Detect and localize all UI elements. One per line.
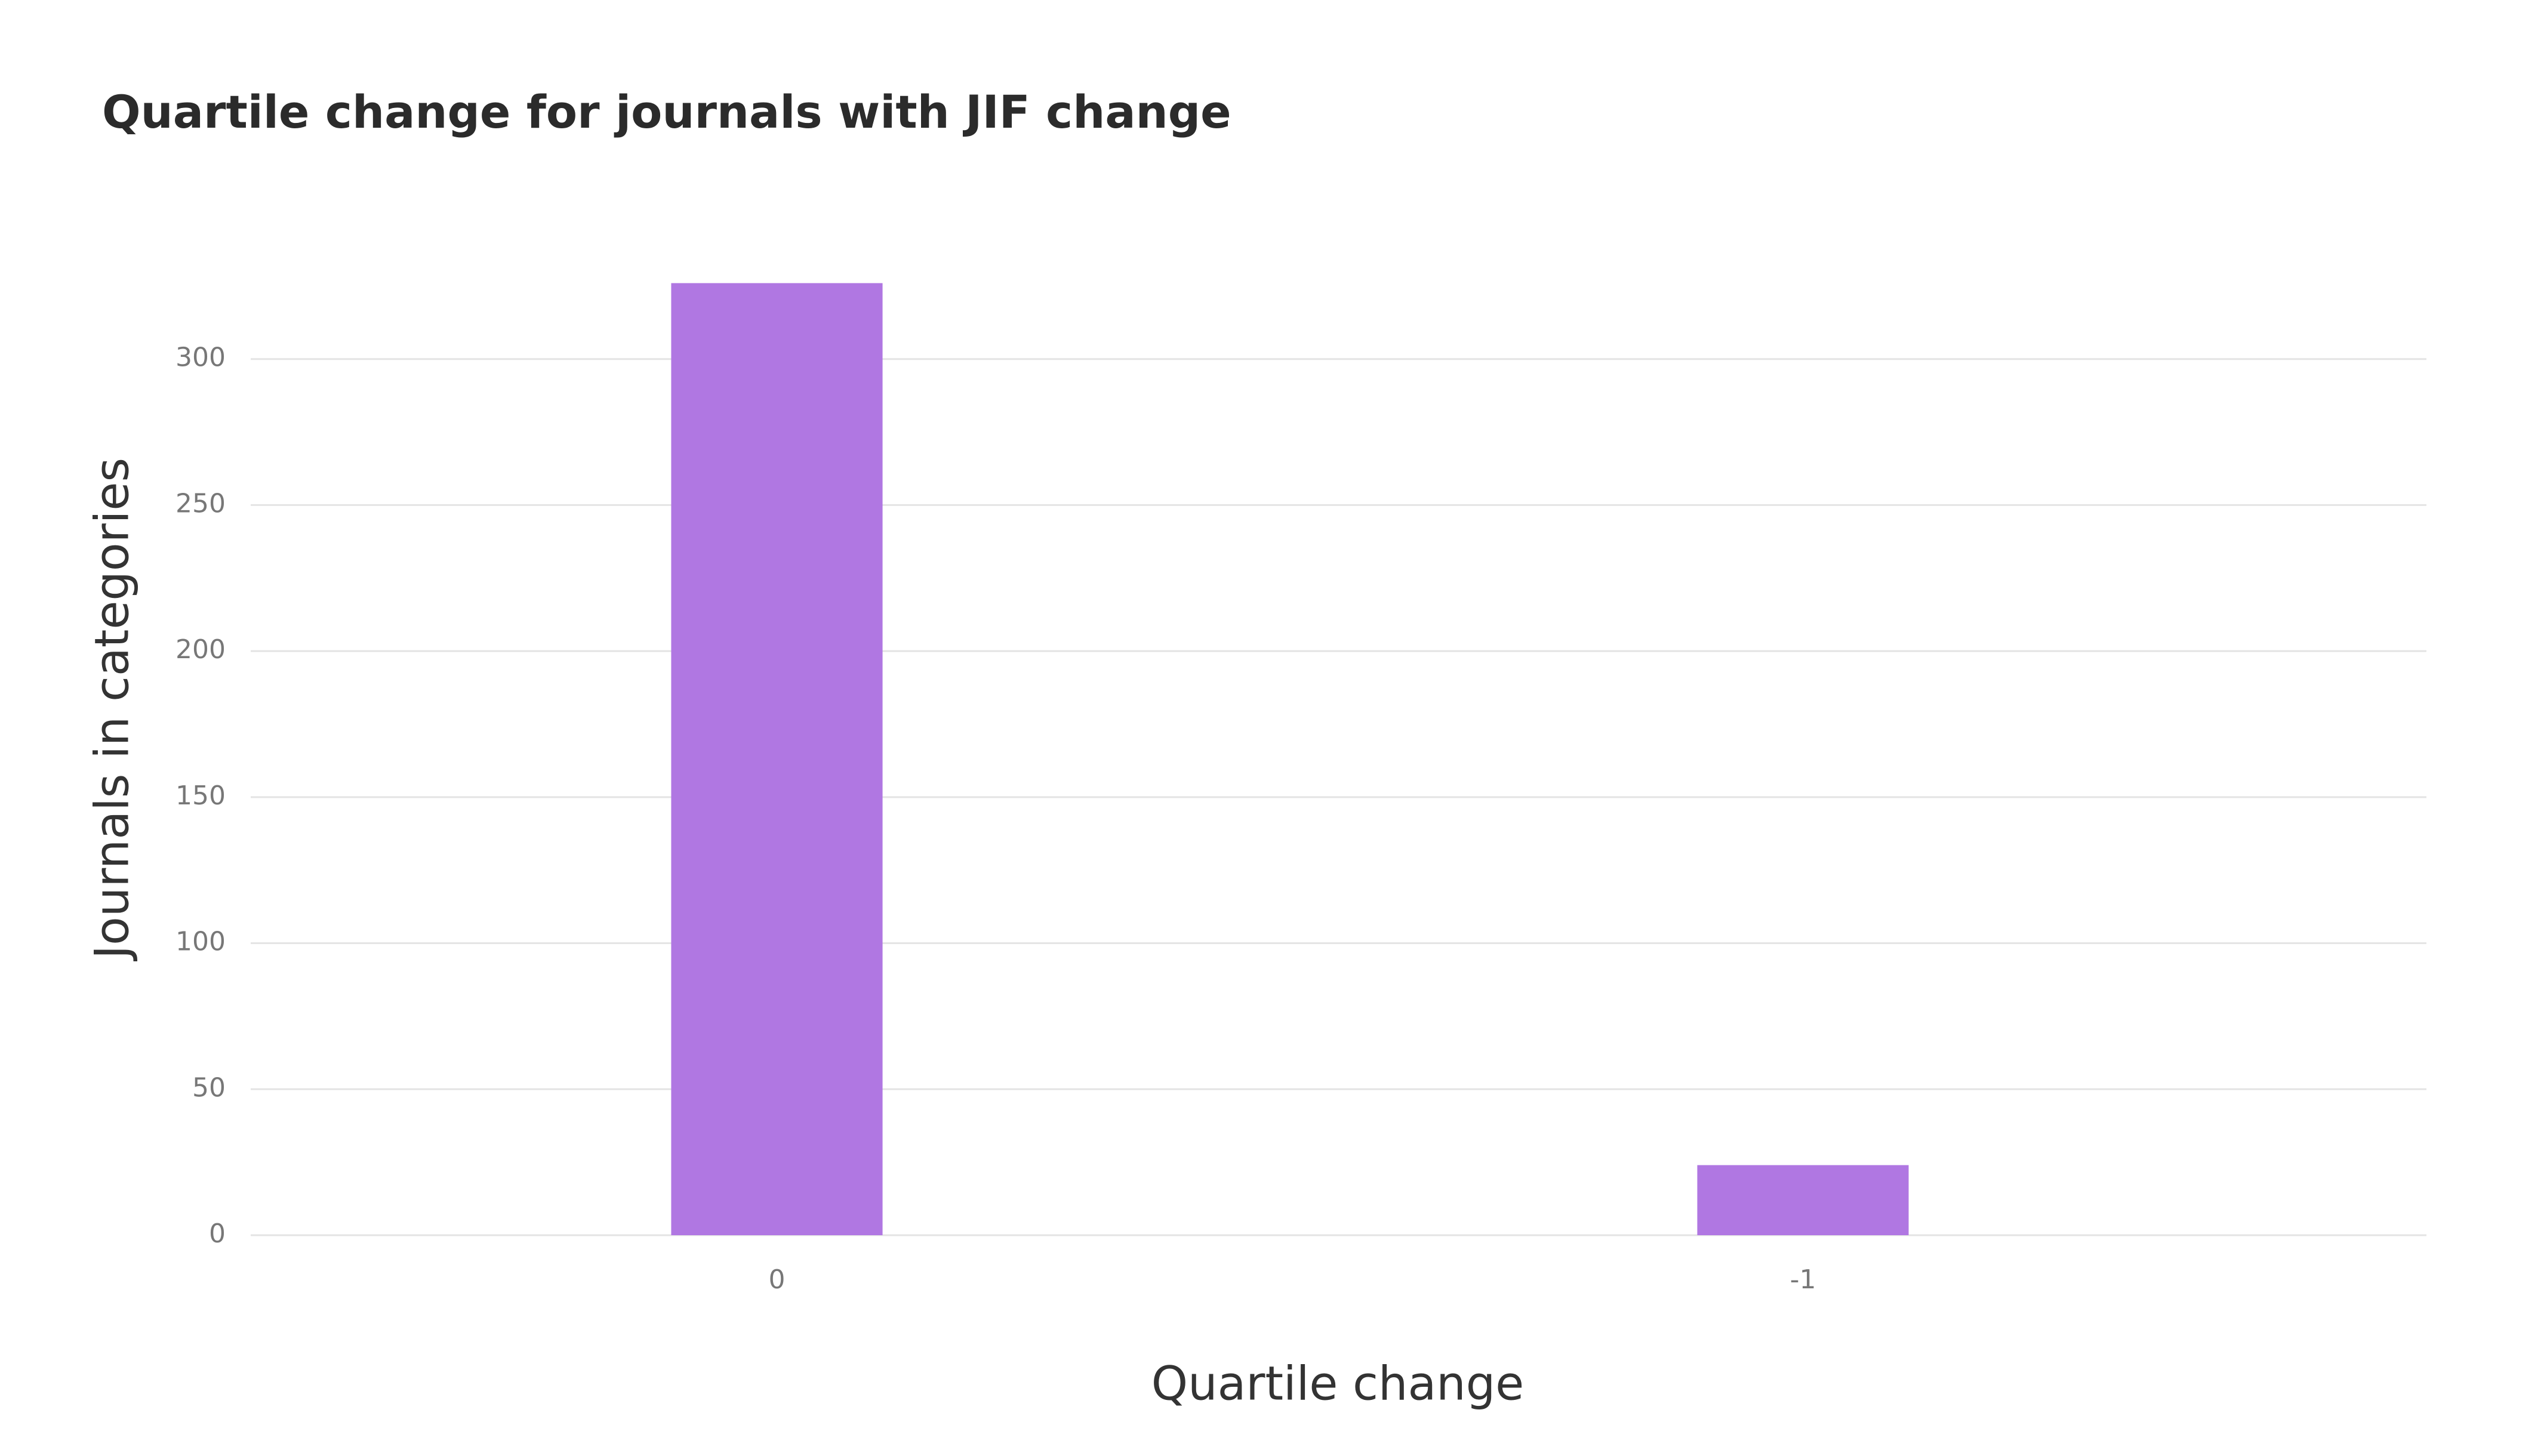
y-tick-label: 300 bbox=[175, 343, 226, 373]
y-axis-label: Journals in categories bbox=[85, 458, 139, 962]
bar bbox=[671, 283, 883, 1235]
y-tick-label: 250 bbox=[175, 488, 226, 519]
y-tick-label: 50 bbox=[192, 1072, 226, 1103]
y-tick-label: 200 bbox=[175, 634, 226, 665]
chart-title: Quartile change for journals with JIF ch… bbox=[102, 85, 1231, 138]
y-tick-label: 0 bbox=[209, 1219, 226, 1249]
x-axis-label: Quartile change bbox=[1151, 1357, 1524, 1411]
y-tick-label: 100 bbox=[175, 927, 226, 957]
x-tick-label: -1 bbox=[1790, 1264, 1816, 1295]
y-tick-label: 150 bbox=[175, 781, 226, 811]
bar bbox=[1697, 1165, 1909, 1235]
x-tick-label: 0 bbox=[769, 1264, 786, 1295]
